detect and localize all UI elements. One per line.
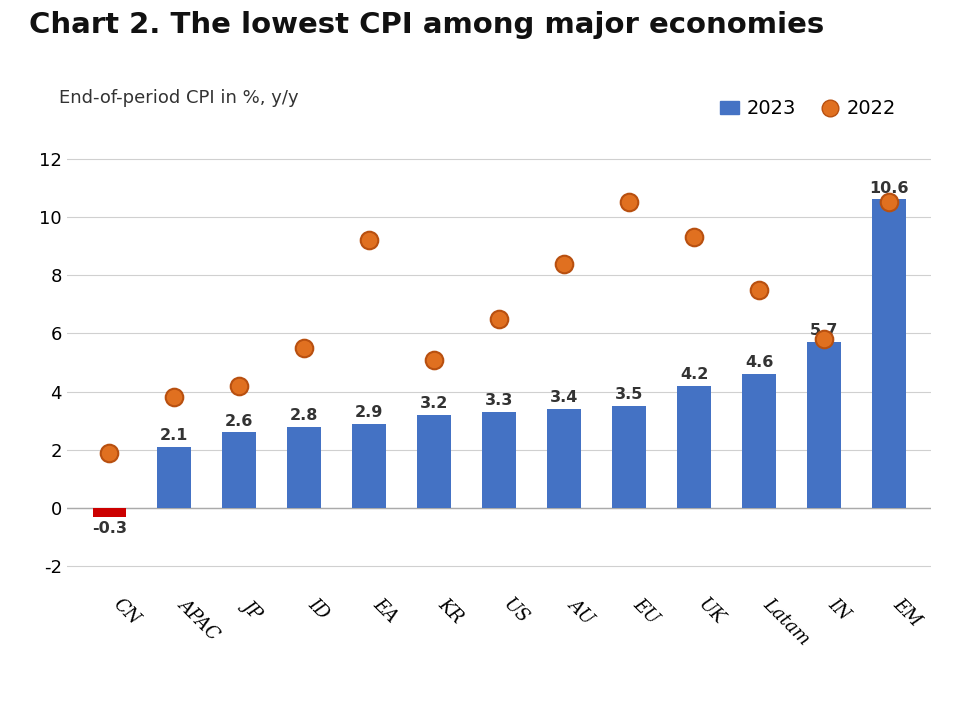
Point [362,234,377,246]
Text: 2.8: 2.8 [290,408,319,423]
Text: 3.5: 3.5 [615,388,643,403]
Point [102,447,117,459]
Point [686,232,702,243]
Bar [547,409,581,508]
Bar [872,199,906,508]
Point [297,342,312,354]
Point [426,354,442,365]
Text: 2.6: 2.6 [226,413,253,429]
Text: 4.6: 4.6 [745,355,773,370]
Bar [223,432,256,508]
Text: 3.2: 3.2 [420,396,448,411]
Text: 4.2: 4.2 [680,367,708,382]
Text: 2.1: 2.1 [160,428,188,443]
Bar [418,415,451,508]
Text: -0.3: -0.3 [92,521,127,536]
Text: 3.3: 3.3 [485,393,514,408]
Point [752,284,767,296]
Bar [352,423,386,508]
Point [816,334,831,345]
Text: 2.9: 2.9 [355,405,383,420]
Bar [92,508,127,517]
Bar [287,426,322,508]
Text: Chart 2. The lowest CPI among major economies: Chart 2. The lowest CPI among major econ… [29,11,824,39]
Point [492,313,507,324]
Point [557,258,572,270]
Point [621,196,636,208]
Text: 5.7: 5.7 [810,324,838,339]
Bar [677,386,711,508]
Bar [482,412,516,508]
Bar [157,447,191,508]
Bar [807,342,841,508]
Legend: 2023, 2022: 2023, 2022 [712,91,904,126]
Point [881,196,897,208]
Point [167,392,182,403]
Bar [612,406,646,508]
Text: 3.4: 3.4 [550,390,578,406]
Point [231,380,247,392]
Text: End-of-period CPI in %, y/y: End-of-period CPI in %, y/y [59,89,299,107]
Bar [742,374,776,508]
Text: 10.6: 10.6 [869,180,909,196]
